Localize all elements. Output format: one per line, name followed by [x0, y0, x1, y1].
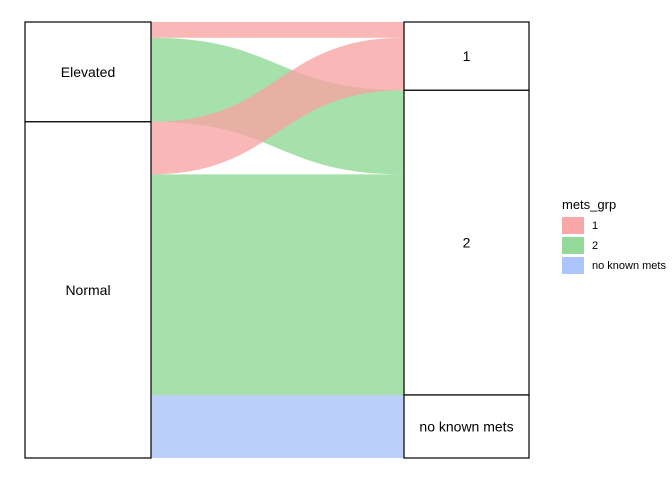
- legend-label-1: 1: [592, 220, 598, 232]
- flow-layer: [151, 22, 404, 458]
- stratum-box-0-normal: [24, 121, 152, 459]
- flow-normal-to-1: [151, 37, 404, 175]
- stratum-label-0-elevated: Elevated: [61, 64, 115, 80]
- legend-label-no-known-mets: no known mets: [592, 260, 666, 272]
- legend-label-2: 2: [592, 240, 598, 252]
- flow-elevated-to-1: [151, 22, 404, 38]
- stratum-box-1-1: [403, 21, 530, 91]
- stratum-box-1-no-known-mets: [403, 394, 530, 459]
- flow-normal-to-2: [151, 174, 404, 395]
- stratum-label-1-2: 2: [463, 235, 471, 251]
- legend-entries: 1 2 no known mets: [562, 217, 666, 274]
- legend-swatch-2: [562, 237, 584, 254]
- legend-title: mets_grp: [562, 197, 616, 212]
- strata-layer: Elevated Normal 1 2 no known mets: [24, 21, 530, 459]
- stratum-label-0-normal: Normal: [65, 282, 110, 298]
- flow-normal-to-no-known-mets: [151, 394, 404, 458]
- legend-swatch-no-known-mets: [562, 257, 584, 274]
- stratum-label-1-no-known-mets: no known mets: [419, 418, 513, 434]
- legend: mets_grp 1 2 no known mets: [562, 197, 666, 274]
- legend-swatch-1: [562, 217, 584, 234]
- stratum-box-0-elevated: [24, 21, 152, 123]
- stratum-label-1-1: 1: [463, 48, 471, 64]
